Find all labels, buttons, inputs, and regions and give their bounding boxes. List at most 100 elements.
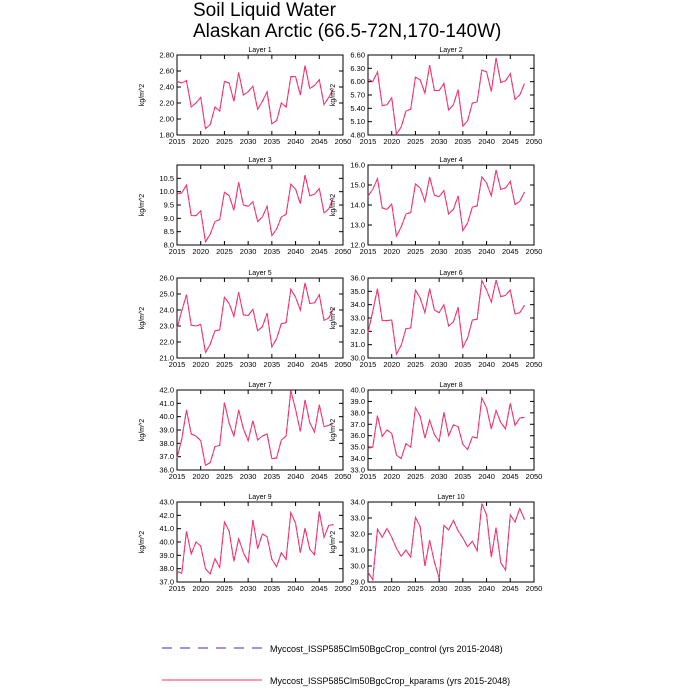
y-tick-label: 23.0 — [159, 322, 174, 331]
series-line-kparams — [367, 278, 525, 356]
plot-frame — [176, 54, 344, 136]
x-tick-label: 2015 — [360, 472, 377, 481]
y-tick-label: 43.0 — [159, 498, 174, 507]
y-tick-label: 10.0 — [159, 187, 174, 196]
x-tick-label: 2050 — [335, 584, 352, 593]
x-tick-label: 2030 — [240, 472, 257, 481]
x-tick-label: 2040 — [287, 247, 304, 256]
y-tick-label: 8.5 — [164, 227, 174, 236]
y-tick-label: 34.0 — [350, 454, 365, 463]
x-tick-label: 2015 — [360, 360, 377, 369]
x-tick-label: 2030 — [240, 584, 257, 593]
x-tick-label: 2045 — [502, 360, 519, 369]
y-axis-label: kg/m^2 — [139, 419, 146, 441]
y-tick-label: 32.0 — [350, 530, 365, 539]
series-line-control — [176, 390, 334, 467]
series-line-control — [176, 510, 334, 575]
y-tick-label: 31.0 — [350, 340, 365, 349]
x-tick-label: 2025 — [407, 472, 424, 481]
y-tick-label: 36.0 — [350, 431, 365, 440]
y-tick-label: 5.70 — [350, 91, 365, 100]
y-tick-label: 39.0 — [159, 426, 174, 435]
y-tick-label: 1.80 — [159, 131, 174, 140]
y-tick-label: 9.0 — [164, 214, 174, 223]
y-tick-label: 38.0 — [159, 439, 174, 448]
x-tick-label: 2020 — [383, 137, 400, 146]
x-tick-label: 2030 — [431, 472, 448, 481]
y-tick-label: 6.30 — [350, 64, 365, 73]
panel-title: Layer 3 — [248, 157, 271, 164]
y-tick-label: 35.0 — [350, 287, 365, 296]
x-tick-label: 2030 — [431, 137, 448, 146]
y-tick-label: 42.0 — [159, 386, 174, 395]
chart-panel-layer-9: Layer 9 kg/m^2 2015 2020 2025 2030 2035 2040 204… — [139, 494, 351, 593]
chart-panel-layer-10: Layer 10 kg/m^2 2015 2020 2025 2030 2035 2040 20… — [330, 494, 542, 593]
y-tick-label: 37.0 — [350, 420, 365, 429]
chart-panel-layer-5: Layer 5 kg/m^2 2015 2020 2025 2030 2035 2040 204… — [139, 270, 351, 369]
y-tick-label: 40.0 — [159, 538, 174, 547]
y-tick-label: 34.0 — [350, 498, 365, 507]
x-tick-label: 2040 — [478, 360, 495, 369]
panel-title: Layer 10 — [437, 494, 464, 501]
x-tick-label: 2020 — [192, 137, 209, 146]
y-tick-label: 42.0 — [159, 511, 174, 520]
x-tick-label: 2025 — [216, 247, 233, 256]
y-tick-label: 9.5 — [164, 201, 174, 210]
y-axis-label: kg/m^2 — [330, 419, 337, 441]
y-axis-label: kg/m^2 — [139, 84, 146, 106]
x-tick-label: 2015 — [360, 247, 377, 256]
x-tick-label: 2020 — [383, 584, 400, 593]
series-line-kparams — [176, 510, 334, 575]
x-tick-label: 2040 — [287, 137, 304, 146]
y-axis-label: kg/m^2 — [330, 531, 337, 553]
y-axis-label: kg/m^2 — [139, 531, 146, 553]
panel-title: Layer 5 — [248, 270, 271, 277]
x-tick-label: 2025 — [407, 584, 424, 593]
y-tick-label: 12.0 — [350, 241, 365, 250]
x-tick-label: 2020 — [383, 472, 400, 481]
plot-frame — [367, 164, 535, 246]
y-tick-label: 8.0 — [164, 241, 174, 250]
y-tick-label: 40.0 — [350, 386, 365, 395]
x-tick-label: 2025 — [216, 472, 233, 481]
y-tick-label: 24.0 — [159, 306, 174, 315]
x-tick-label: 2050 — [526, 584, 543, 593]
x-tick-label: 2025 — [407, 137, 424, 146]
x-tick-label: 2020 — [383, 360, 400, 369]
x-tick-label: 2030 — [240, 137, 257, 146]
y-tick-label: 10.5 — [159, 174, 174, 183]
x-tick-label: 2045 — [311, 584, 328, 593]
y-tick-label: 13.0 — [350, 221, 365, 230]
x-tick-label: 2035 — [455, 247, 472, 256]
chart-panel-layer-4: Layer 4 kg/m^2 2015 2020 2025 2030 2035 2040 204… — [330, 157, 542, 256]
x-tick-label: 2050 — [335, 247, 352, 256]
x-tick-label: 2040 — [287, 360, 304, 369]
panel-title: Layer 6 — [439, 270, 462, 277]
x-tick-label: 2015 — [169, 247, 186, 256]
x-tick-label: 2015 — [169, 584, 186, 593]
y-tick-label: 2.80 — [159, 51, 174, 60]
x-tick-label: 2045 — [311, 360, 328, 369]
x-tick-label: 2030 — [431, 584, 448, 593]
x-tick-label: 2045 — [502, 247, 519, 256]
y-axis-label: kg/m^2 — [139, 194, 146, 216]
x-tick-label: 2035 — [264, 472, 281, 481]
y-tick-label: 4.80 — [350, 131, 365, 140]
series-line-control — [176, 282, 334, 354]
chart-title-line-2: Alaskan Arctic (66.5-72N,170-140W) — [193, 21, 502, 42]
x-tick-label: 2035 — [455, 584, 472, 593]
x-tick-label: 2035 — [264, 247, 281, 256]
x-tick-label: 2040 — [287, 472, 304, 481]
y-tick-label: 5.10 — [350, 117, 365, 126]
x-tick-label: 2020 — [192, 247, 209, 256]
y-tick-label: 6.60 — [350, 51, 365, 60]
plot-frame — [176, 277, 344, 359]
y-tick-label: 31.0 — [350, 546, 365, 555]
x-tick-label: 2025 — [216, 137, 233, 146]
x-tick-label: 2015 — [169, 137, 186, 146]
y-tick-label: 2.40 — [159, 83, 174, 92]
x-tick-label: 2045 — [311, 472, 328, 481]
y-tick-label: 38.0 — [159, 564, 174, 573]
x-tick-label: 2050 — [526, 137, 543, 146]
x-tick-label: 2035 — [264, 360, 281, 369]
